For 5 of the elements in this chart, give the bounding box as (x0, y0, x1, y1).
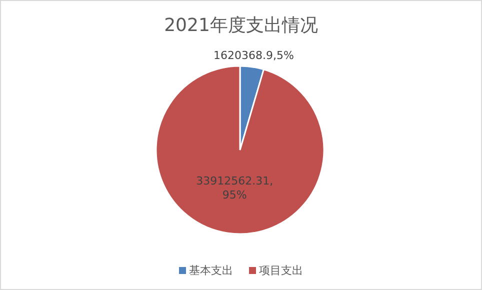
data-label: 33912562.31, 95% (196, 174, 274, 202)
legend-label: 项目支出 (259, 264, 303, 277)
chart-title: 2021年度支出情况 (164, 15, 318, 36)
data-label: 1620368.9,5% (213, 48, 294, 62)
legend-label: 基本支出 (189, 264, 233, 277)
